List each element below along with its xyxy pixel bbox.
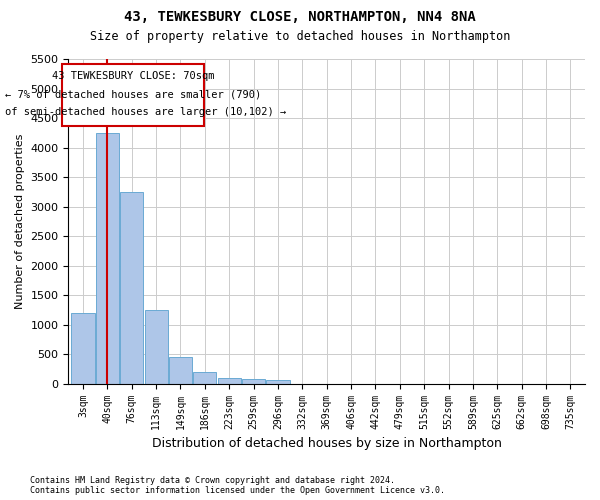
Y-axis label: Number of detached properties: Number of detached properties xyxy=(15,134,25,309)
Bar xyxy=(96,133,119,384)
Bar xyxy=(193,372,217,384)
Bar xyxy=(120,192,143,384)
Bar xyxy=(218,378,241,384)
Text: Contains public sector information licensed under the Open Government Licence v3: Contains public sector information licen… xyxy=(30,486,445,495)
Text: 43, TEWKESBURY CLOSE, NORTHAMPTON, NN4 8NA: 43, TEWKESBURY CLOSE, NORTHAMPTON, NN4 8… xyxy=(124,10,476,24)
X-axis label: Distribution of detached houses by size in Northampton: Distribution of detached houses by size … xyxy=(152,437,502,450)
Text: 92% of semi-detached houses are larger (10,102) →: 92% of semi-detached houses are larger (… xyxy=(0,107,286,117)
Text: 43 TEWKESBURY CLOSE: 70sqm: 43 TEWKESBURY CLOSE: 70sqm xyxy=(52,72,214,82)
Bar xyxy=(169,357,192,384)
Text: Size of property relative to detached houses in Northampton: Size of property relative to detached ho… xyxy=(90,30,510,43)
Bar xyxy=(266,380,290,384)
Bar xyxy=(71,313,95,384)
Bar xyxy=(145,310,168,384)
Bar xyxy=(242,380,265,384)
Text: ← 7% of detached houses are smaller (790): ← 7% of detached houses are smaller (790… xyxy=(5,90,261,100)
Text: Contains HM Land Registry data © Crown copyright and database right 2024.: Contains HM Land Registry data © Crown c… xyxy=(30,476,395,485)
